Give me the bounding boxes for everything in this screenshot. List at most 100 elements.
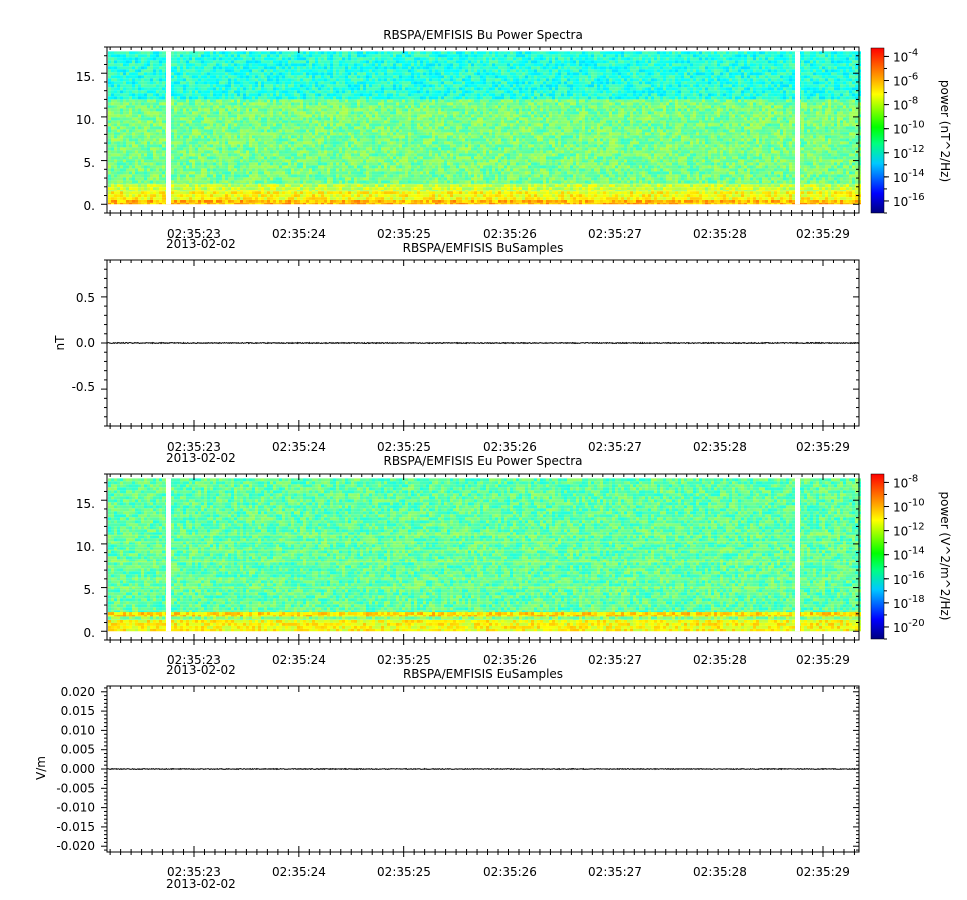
spectrogram-cell — [693, 203, 696, 204]
spectrogram-cell — [366, 129, 369, 132]
spectrogram-cell — [558, 203, 561, 204]
spectrogram-cell — [267, 123, 270, 126]
spectrogram-cell — [639, 111, 642, 114]
spectrogram-cell — [111, 187, 114, 190]
spectrogram-cell — [624, 99, 627, 102]
spectrogram-cell — [195, 191, 198, 194]
spectrogram-cell — [648, 200, 651, 203]
spectrogram-cell — [174, 197, 177, 200]
spectrogram-cell — [561, 108, 564, 111]
spectrogram-cell — [612, 200, 615, 203]
spectrogram-cell — [501, 191, 504, 194]
spectrogram-cell — [768, 117, 771, 120]
spectrogram-cell — [669, 129, 672, 132]
spectrogram-cell — [714, 194, 717, 197]
spectrogram-cell — [579, 129, 582, 132]
spectrogram-cell — [306, 111, 309, 114]
spectrogram-cell — [747, 190, 750, 191]
spectrogram-cell — [186, 187, 189, 190]
spectrogram-cell — [630, 108, 633, 111]
spectrogram-cell — [171, 126, 174, 129]
spectrogram-cell — [237, 117, 240, 120]
spectrogram-cell — [534, 126, 537, 129]
spectrogram-cell — [828, 126, 831, 129]
spectrogram-cell — [252, 194, 255, 197]
spectrogram-cell — [333, 184, 336, 187]
spectrogram-cell — [279, 190, 282, 191]
spectrogram-cell — [210, 126, 213, 129]
spectrogram-cell — [609, 187, 612, 190]
spectrogram-cell — [357, 117, 360, 120]
spectrogram-cell — [660, 111, 663, 114]
spectrogram-cell — [609, 102, 612, 105]
spectrogram-cell — [240, 200, 243, 203]
spectrogram-cell — [774, 203, 777, 204]
spectrogram-cell — [513, 184, 516, 187]
spectrogram-cell — [621, 191, 624, 194]
spectrogram-cell — [147, 194, 150, 197]
spectrogram-cell — [756, 184, 759, 187]
spectrogram-cell — [609, 194, 612, 197]
spectrogram-cell — [423, 99, 426, 102]
spectrogram-cell — [219, 99, 222, 102]
spectrogram-cell — [825, 129, 828, 132]
spectrogram-cell — [507, 102, 510, 105]
spectrogram-cell — [552, 194, 555, 197]
spectrogram-cell — [132, 190, 135, 191]
spectrogram-cell — [366, 102, 369, 105]
spectrogram-cell — [519, 187, 522, 190]
spectrogram-cell — [327, 187, 330, 190]
spectrogram-cell — [819, 123, 822, 126]
spectrogram-cell — [459, 200, 462, 203]
spectrogram-cell — [402, 129, 405, 132]
spectrogram-cell — [477, 117, 480, 120]
spectrogram-cell — [552, 200, 555, 203]
spectrogram-cell — [840, 197, 843, 200]
spectrogram-cell — [726, 126, 729, 129]
spectrogram-cell — [132, 99, 135, 102]
spectrogram-cell — [318, 108, 321, 111]
spectrogram-cell — [444, 99, 447, 102]
spectrogram-cell — [408, 190, 411, 191]
spectrogram-cell — [699, 191, 702, 194]
spectrogram-cell — [828, 191, 831, 194]
spectrogram-cell — [738, 126, 741, 129]
spectrogram-cell — [537, 126, 540, 129]
spectrogram-cell — [801, 187, 804, 190]
spectrogram-cell — [591, 117, 594, 120]
spectrogram-cell — [684, 203, 687, 204]
spectrogram-cell — [384, 197, 387, 200]
spectrogram-cell — [153, 203, 156, 204]
spectrogram-cell — [564, 126, 567, 129]
spectrogram-cell — [642, 190, 645, 191]
spectrogram-cell — [501, 108, 504, 111]
spectrogram-cell — [732, 108, 735, 111]
spectrogram-cell — [546, 111, 549, 114]
spectrogram-cell — [669, 197, 672, 200]
spectrogram-cell — [660, 117, 663, 120]
spectrogram-cell — [714, 129, 717, 132]
spectrogram-cell — [504, 102, 507, 105]
spectrogram-cell — [510, 200, 513, 203]
spectrogram-cell — [351, 191, 354, 194]
spectrogram-cell — [396, 194, 399, 197]
spectrogram-cell — [309, 111, 312, 114]
spectrogram-cell — [813, 184, 816, 187]
spectrogram-cell — [729, 111, 732, 114]
spectrogram-cell — [417, 184, 420, 187]
spectrogram-cell — [195, 194, 198, 197]
spectrogram-cell — [765, 197, 768, 200]
spectrogram-cell — [426, 108, 429, 111]
spectrogram-cell — [261, 129, 264, 132]
spectrogram-cell — [828, 200, 831, 203]
spectrogram-cell — [627, 126, 630, 129]
spectrogram-cell — [192, 129, 195, 132]
spectrogram-cell — [228, 123, 231, 126]
spectrogram-cell — [543, 190, 546, 191]
spectrogram-cell — [378, 190, 381, 191]
spectrogram-cell — [579, 191, 582, 194]
spectrogram-cell — [369, 126, 372, 129]
spectrogram-cell — [204, 187, 207, 190]
spectrogram-cell — [270, 108, 273, 111]
spectrogram-cell — [108, 108, 111, 111]
